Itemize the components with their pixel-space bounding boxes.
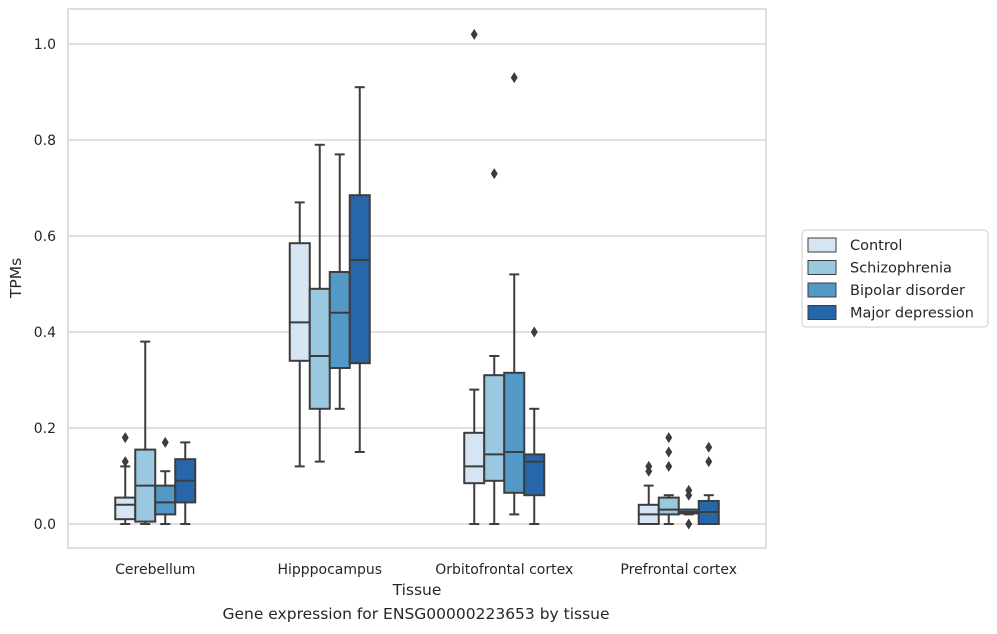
box-iqr: [114, 496, 137, 521]
box-control: [463, 28, 486, 525]
y-tick-label: 0.4: [34, 325, 56, 341]
box-iqr: [154, 484, 177, 516]
legend: Control Schizophrenia Bipolar disorder Majo…: [801, 229, 989, 328]
box-iqr: [348, 194, 371, 365]
box-iqr: [328, 271, 351, 369]
outlier-point: [685, 518, 693, 530]
gridlines: [68, 43, 766, 525]
y-tick-label: 0.8: [34, 133, 56, 149]
legend-swatch: [807, 305, 837, 320]
box-iqr: [308, 287, 331, 410]
legend-label: Schizophrenia: [850, 261, 952, 277]
y-tick-label: 0.0: [34, 517, 56, 533]
legend-swatch: [807, 260, 837, 275]
box-iqr: [463, 431, 486, 485]
legend-label: Major depression: [850, 306, 974, 322]
box-iqr: [288, 242, 311, 362]
outlier-point: [685, 489, 693, 501]
box-control: [114, 432, 137, 525]
outlier-point: [530, 326, 538, 338]
x-tick-label: Orbitofrontal cortex: [435, 562, 573, 578]
outlier-point: [121, 432, 129, 444]
box-major-depression: [348, 86, 371, 453]
box-iqr: [483, 374, 506, 482]
box-schizophrenia: [657, 432, 680, 525]
outlier-point: [490, 168, 498, 180]
box-bipolar-disorder: [154, 436, 177, 525]
outlier-point: [161, 436, 169, 448]
outlier-point: [645, 465, 653, 477]
outlier-point: [665, 432, 673, 444]
legend-label: Bipolar disorder: [850, 283, 965, 299]
legend-frame: [801, 229, 989, 328]
x-tick-label: Cerebellum: [115, 562, 195, 578]
outlier-point: [470, 28, 478, 40]
outlier-point: [705, 441, 713, 453]
outlier-point: [705, 456, 713, 468]
y-tick-label: 1.0: [34, 37, 56, 53]
outlier-point: [665, 460, 673, 472]
box-major-depression: [523, 326, 546, 525]
x-tick-label: Prefrontal cortex: [620, 562, 737, 578]
outlier-point: [121, 456, 129, 468]
x-tick-label: Hipppocampus: [277, 562, 382, 578]
legend-label: Control: [850, 238, 902, 254]
box-control: [288, 201, 311, 468]
x-axis-ticks: Cerebellum Hipppocampus Orbitofrontal cort…: [115, 562, 737, 578]
box-schizophrenia: [308, 143, 331, 463]
box-bipolar-disorder: [677, 484, 700, 530]
x-axis-label: Tissue: [392, 581, 442, 599]
box-bipolar-disorder: [503, 72, 526, 516]
box-schizophrenia: [134, 340, 157, 525]
outlier-point: [665, 446, 673, 458]
outlier-point: [510, 72, 518, 84]
y-axis-ticks: 0.0 0.2 0.4 0.6 0.8 1.0: [34, 37, 56, 533]
legend-swatch: [807, 282, 837, 298]
box-iqr: [503, 371, 526, 494]
y-axis-label: TPMs: [7, 258, 25, 299]
box-plot-chart: 0.0 0.2 0.4 0.6 0.8 1.0 Cerebellum Hipppocampu…: [7, 8, 989, 599]
box-major-depression: [697, 441, 720, 525]
figure-caption: Gene expression for ENSG00000223653 by t…: [222, 605, 610, 623]
box-iqr: [657, 496, 680, 516]
y-tick-label: 0.2: [34, 421, 56, 437]
box-control: [637, 460, 660, 525]
boxes: [114, 28, 720, 530]
box-bipolar-disorder: [328, 153, 351, 410]
box-iqr: [523, 453, 546, 497]
box-schizophrenia: [483, 168, 506, 525]
y-tick-label: 0.6: [34, 229, 56, 245]
plot-frame: [67, 8, 767, 549]
box-major-depression: [174, 441, 197, 525]
legend-swatch: [807, 237, 837, 253]
